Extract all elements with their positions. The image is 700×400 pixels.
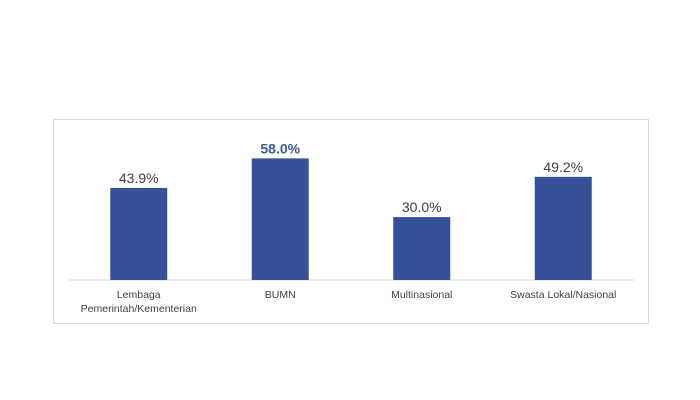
category-label-line: Swasta Lokal/Nasional bbox=[510, 289, 616, 301]
bar-0 bbox=[110, 187, 168, 280]
value-label-3: 49.2% bbox=[543, 159, 583, 175]
bars-group bbox=[110, 158, 592, 280]
category-label-0: Lembaga Pemerintah/Kementerian bbox=[81, 289, 197, 315]
bar-chart: 43.9% 58.0% 30.0% 49.2% Lembaga Pemerintah/K… bbox=[68, 140, 634, 315]
bar-2 bbox=[393, 217, 451, 280]
category-label-line: BUMN bbox=[265, 289, 296, 301]
bar-1 bbox=[251, 158, 309, 280]
category-label-line: Multinasional bbox=[391, 289, 452, 301]
category-labels-group: Lembaga Pemerintah/Kementerian BUMN Multina… bbox=[81, 289, 617, 315]
category-label-line: Lembaga bbox=[117, 289, 161, 301]
bar-3 bbox=[534, 176, 592, 280]
category-label-3: Swasta Lokal/Nasional bbox=[510, 289, 616, 301]
value-label-2: 30.0% bbox=[402, 199, 442, 215]
category-label-2: Multinasional bbox=[391, 289, 452, 301]
category-label-line: Pemerintah/Kementerian bbox=[81, 303, 197, 315]
value-label-1: 58.0% bbox=[260, 140, 300, 156]
value-labels-group: 43.9% 58.0% 30.0% 49.2% bbox=[119, 140, 583, 215]
chart-frame: 43.9% 58.0% 30.0% 49.2% Lembaga Pemerintah/K… bbox=[53, 119, 649, 324]
value-label-0: 43.9% bbox=[119, 170, 159, 186]
category-label-1: BUMN bbox=[265, 289, 296, 301]
